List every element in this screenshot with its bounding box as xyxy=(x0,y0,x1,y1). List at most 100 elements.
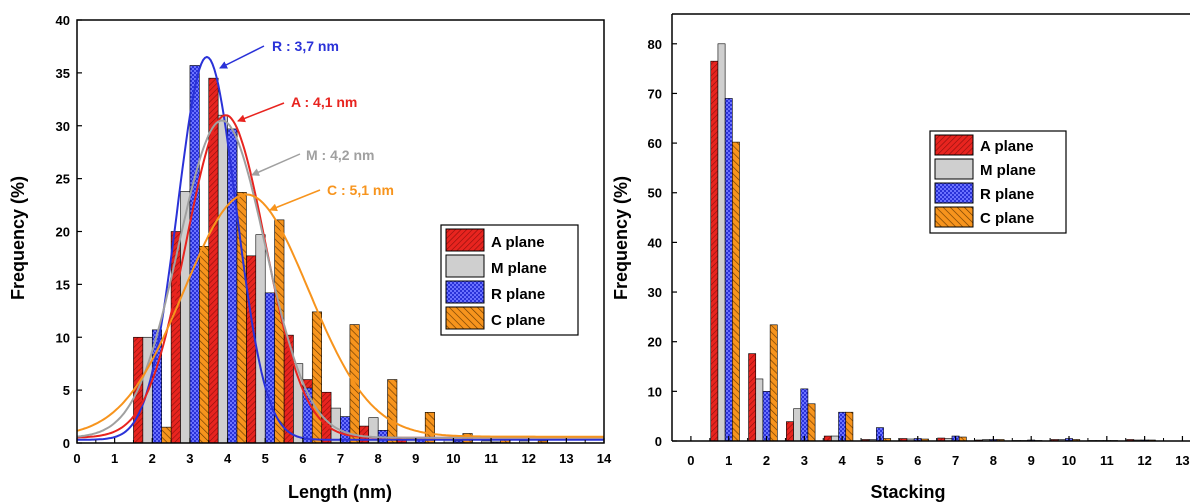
left-y-tick-label: 5 xyxy=(63,383,70,398)
bar-m xyxy=(217,114,228,444)
right-legend-label: A plane xyxy=(980,138,1034,155)
left-y-tick-label: 15 xyxy=(56,277,70,292)
bar-r xyxy=(724,98,733,442)
right-y-tick-label: 80 xyxy=(648,37,662,52)
annotation-label-a: A : 4,1 nm xyxy=(291,94,357,110)
annotation-arrow-r xyxy=(219,45,265,69)
annotation-arrow-c xyxy=(269,189,321,212)
right-y-tick-label: 20 xyxy=(648,335,662,350)
annotation-arrow-m xyxy=(251,153,301,176)
left-x-tick-label: 12 xyxy=(521,451,535,466)
right-legend-label: R plane xyxy=(980,186,1034,203)
left-legend-swatch xyxy=(445,228,485,252)
left-x-tick-label: 11 xyxy=(484,451,498,466)
annotation-label-m: M : 4,2 nm xyxy=(306,147,374,163)
right-x-tick-label: 3 xyxy=(801,453,808,468)
left-legend-label: M plane xyxy=(491,260,547,277)
left-x-tick-label: 4 xyxy=(224,451,232,466)
right-x-tick-label: 13 xyxy=(1175,453,1189,468)
bar-r xyxy=(800,388,809,442)
right-x-tick-label: 11 xyxy=(1100,453,1114,468)
bar-m xyxy=(255,234,266,444)
right-y-axis-label: Frequency (%) xyxy=(611,176,631,300)
bar-m xyxy=(755,378,764,442)
left-x-axis-label: Length (nm) xyxy=(288,482,392,502)
right-x-tick-label: 8 xyxy=(990,453,997,468)
left-x-tick-label: 0 xyxy=(73,451,80,466)
left-y-tick-label: 40 xyxy=(56,13,70,28)
left-x-tick-label: 3 xyxy=(186,451,193,466)
left-x-tick-label: 14 xyxy=(597,451,612,466)
right-x-tick-label: 12 xyxy=(1137,453,1151,468)
left-y-tick-label: 20 xyxy=(56,225,70,240)
annotation-label-c: C : 5,1 nm xyxy=(327,182,394,198)
fit-curve-c xyxy=(76,193,604,438)
right-legend-swatch xyxy=(934,134,974,156)
bar-r xyxy=(762,391,771,442)
bar-c xyxy=(807,403,816,442)
right-x-tick-label: 5 xyxy=(876,453,883,468)
right-x-tick-label: 7 xyxy=(952,453,959,468)
bar-c xyxy=(845,411,854,442)
bar-c xyxy=(387,379,398,444)
bar-r xyxy=(264,292,275,444)
left-y-tick-label: 0 xyxy=(63,436,70,451)
bar-c xyxy=(732,141,740,442)
right-y-tick-label: 40 xyxy=(648,235,662,250)
right-y-tick-label: 10 xyxy=(648,384,662,399)
right-y-tick-label: 30 xyxy=(648,285,662,300)
left-legend-label: R plane xyxy=(491,286,545,303)
right-y-tick-label: 0 xyxy=(655,434,662,449)
right-x-tick-label: 0 xyxy=(687,453,694,468)
right-x-axis-label: Stacking xyxy=(870,482,945,502)
bar-c xyxy=(311,311,322,444)
bar-m xyxy=(717,43,726,442)
length-histogram: R : 3,7 nm A : 4,1 nm M : 4,2 nm C : 5,1 nm… xyxy=(56,13,612,466)
right-legend-swatch xyxy=(934,206,974,228)
left-x-tick-label: 7 xyxy=(337,451,344,466)
right-x-tick-label: 2 xyxy=(763,453,770,468)
annotation-label-r: R : 3,7 nm xyxy=(272,38,339,54)
right-legend-swatch xyxy=(934,182,974,204)
bar-c xyxy=(199,246,210,444)
bar-a xyxy=(710,60,719,442)
right-x-tick-label: 6 xyxy=(914,453,921,468)
right-legend-label: M plane xyxy=(980,162,1036,179)
left-x-tick-label: 1 xyxy=(111,451,118,466)
bar-m xyxy=(793,408,802,442)
left-x-tick-label: 8 xyxy=(375,451,382,466)
left-legend-label: A plane xyxy=(491,234,545,251)
left-x-tick-label: 9 xyxy=(412,451,419,466)
right-y-tick-label: 70 xyxy=(648,86,662,101)
bar-r xyxy=(302,387,313,444)
left-y-tick-label: 25 xyxy=(56,172,70,187)
fit-curve-m xyxy=(76,119,604,439)
left-y-axis-label: Frequency (%) xyxy=(8,176,28,300)
left-x-tick-label: 5 xyxy=(262,451,269,466)
left-legend-label: C plane xyxy=(491,312,545,329)
bar-a xyxy=(786,421,794,442)
bar-c xyxy=(769,324,778,442)
bar-r xyxy=(189,65,200,444)
right-x-tick-label: 1 xyxy=(725,453,732,468)
left-x-tick-label: 10 xyxy=(446,451,460,466)
left-legend-swatch xyxy=(445,254,485,278)
right-y-tick-label: 50 xyxy=(648,186,662,201)
right-x-tick-label: 10 xyxy=(1062,453,1076,468)
annotation-arrow-a xyxy=(237,102,285,123)
bar-a xyxy=(170,231,181,444)
right-legend-swatch xyxy=(934,158,974,180)
left-y-tick-label: 30 xyxy=(56,119,70,134)
left-x-tick-label: 13 xyxy=(559,451,573,466)
bar-c xyxy=(161,426,172,444)
right-legend-label: C plane xyxy=(980,210,1034,227)
bar-c xyxy=(274,219,285,444)
left-legend-swatch xyxy=(445,306,485,330)
left-legend-swatch xyxy=(445,280,485,304)
bar-a xyxy=(246,255,257,444)
left-y-tick-label: 35 xyxy=(56,66,70,81)
right-y-tick-label: 60 xyxy=(648,136,662,151)
right-x-tick-label: 9 xyxy=(1028,453,1035,468)
